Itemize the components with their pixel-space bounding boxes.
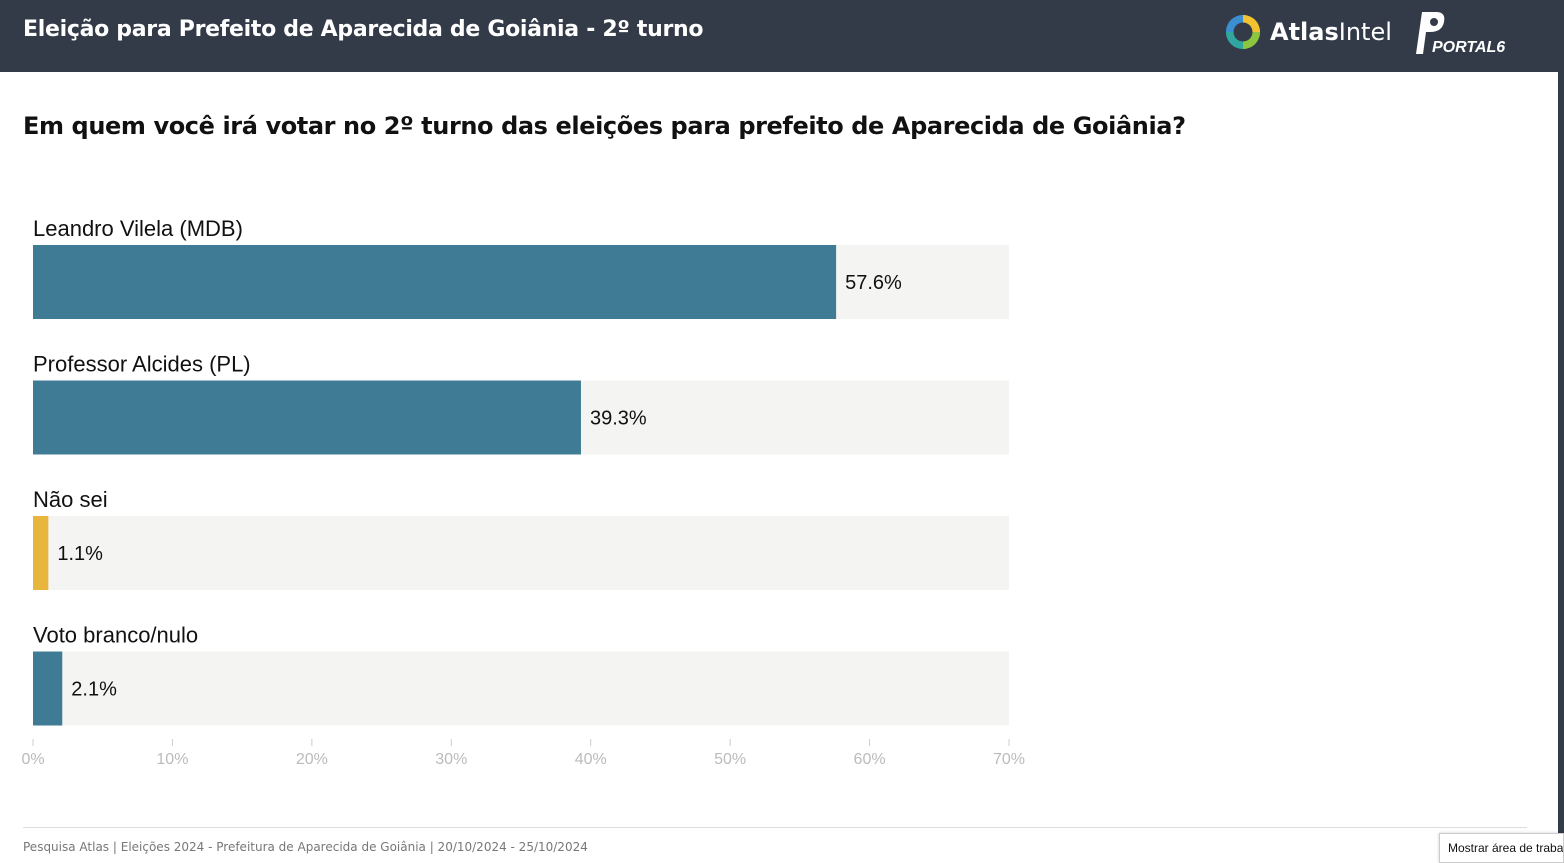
bar-track [33,651,1009,726]
x-tick-label: 70% [993,751,1025,768]
atlas-logo-text: AtlasIntel [1270,18,1392,46]
chart-question: Em quem você irá votar no 2º turno das e… [23,112,1186,140]
portal6-logo-icon: PORTAL6 [1416,12,1505,56]
show-desktop-tooltip: Mostrar área de trabalho [1439,833,1564,863]
x-tick-label: 30% [435,751,467,768]
category-label: Professor Alcides (PL) [33,352,251,377]
footer-source: Pesquisa Atlas | Eleições 2024 - Prefeit… [23,840,588,854]
header-bar: Eleição para Prefeito de Aparecida de Go… [0,0,1558,72]
value-label: 39.3% [590,408,647,430]
x-tick-label: 40% [575,751,607,768]
x-tick-label: 60% [854,751,886,768]
bar [33,245,837,319]
portal6-logo-text: PORTAL6 [1432,39,1505,56]
page-title: Eleição para Prefeito de Aparecida de Go… [23,17,704,42]
x-tick-label: 10% [156,751,188,768]
x-tick-label: 20% [296,751,328,768]
category-label: Voto branco/nulo [33,623,198,648]
bar [33,516,49,590]
category-label: Não sei [33,487,108,512]
bar [33,380,581,455]
window-edge [1558,0,1564,863]
footer-divider [23,827,1527,828]
bar-track [33,516,1009,590]
atlas-ring-icon [1225,14,1261,50]
atlasintel-logo: AtlasIntel [1224,12,1392,52]
value-label: 1.1% [57,543,103,565]
category-label: Leandro Vilela (MDB) [33,216,243,241]
value-label: 2.1% [71,679,117,701]
x-tick-label: 0% [21,751,44,768]
value-label: 57.6% [845,272,902,294]
x-tick-label: 50% [714,751,746,768]
bar [33,651,63,726]
